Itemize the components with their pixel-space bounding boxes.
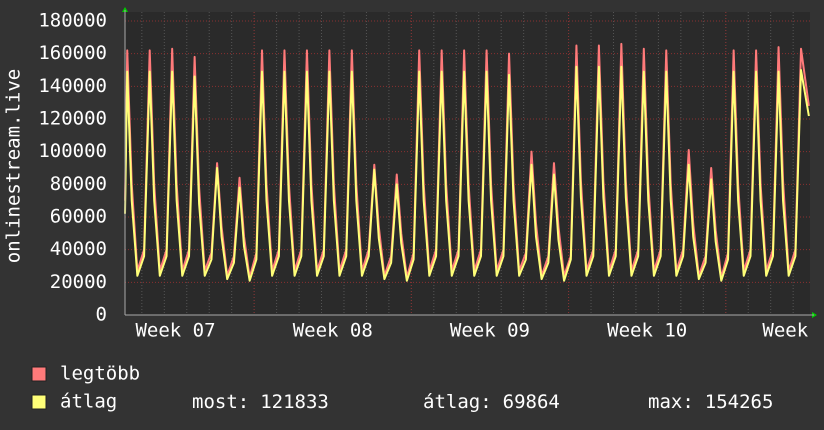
y-tick-label: 60000: [50, 206, 107, 228]
stat-label: átlag:: [423, 391, 492, 413]
legend-swatch: [31, 394, 47, 410]
y-tick-label: 20000: [50, 271, 107, 293]
y-axis-label: onlinestream.live: [3, 69, 25, 263]
stat-value: 121833: [260, 391, 329, 413]
lines: [124, 42, 810, 282]
stat-value: 69864: [503, 391, 560, 413]
x-tick-label: Week 07: [135, 320, 215, 342]
stat-label: max:: [648, 391, 694, 413]
stat-value: 154265: [705, 391, 774, 413]
y-tick-label: 80000: [50, 173, 107, 195]
x-tick-label: Week 10: [607, 320, 687, 342]
legend-stat: átlag: 69864: [423, 391, 560, 413]
y-tick-label: 40000: [50, 238, 107, 260]
stat-label: most:: [192, 391, 249, 413]
legend: legtöbb átlag most: 121833 átlag: 69864 max: 15…: [31, 363, 773, 413]
x-tick-label: Week: [762, 320, 808, 342]
y-tick-label: 160000: [38, 42, 107, 64]
axis-arrow: [812, 312, 817, 318]
legend-label: átlag: [60, 391, 117, 413]
y-tick-label: 120000: [38, 108, 107, 130]
legend-stat: max: 154265: [648, 391, 773, 413]
series-line: [124, 65, 810, 282]
y-tick-label: 140000: [38, 75, 107, 97]
legend-stat: most: 121833: [192, 391, 329, 413]
axis-arrow: [122, 7, 128, 12]
legend-label: legtöbb: [60, 363, 140, 385]
y-tick-label: 100000: [38, 140, 107, 162]
legend-swatch: [31, 366, 47, 382]
x-tick-label: Week 09: [450, 320, 530, 342]
x-tick-label: Week 08: [293, 320, 373, 342]
y-tick-label: 180000: [38, 10, 107, 32]
y-tick-label: 0: [96, 304, 107, 326]
